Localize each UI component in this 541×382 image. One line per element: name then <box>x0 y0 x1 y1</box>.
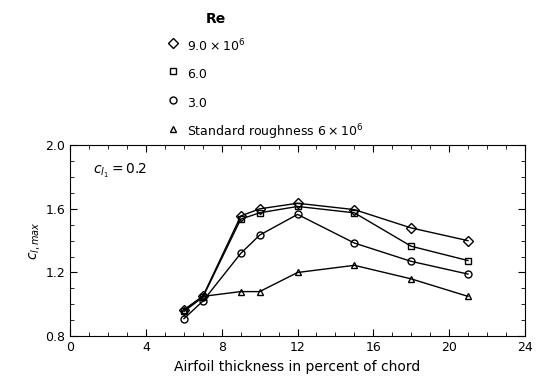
Standard roughness $6 \times 10^6$ <box>181 308 187 312</box>
Standard roughness $6 \times 10^6$ <box>294 270 301 275</box>
6.0 <box>237 217 244 222</box>
$9.0 \times 10^6$ <box>465 238 471 243</box>
3.0 <box>181 316 187 321</box>
3.0 <box>465 272 471 276</box>
6.0 <box>351 210 358 215</box>
Text: Re: Re <box>206 12 226 26</box>
Line: 3.0: 3.0 <box>181 211 471 322</box>
6.0 <box>200 295 206 299</box>
3.0 <box>237 251 244 256</box>
6.0 <box>408 244 414 249</box>
6.0 <box>465 258 471 263</box>
3.0 <box>294 212 301 217</box>
$9.0 \times 10^6$ <box>237 214 244 218</box>
Y-axis label: $c_{l,max}$: $c_{l,max}$ <box>28 222 43 260</box>
$9.0 \times 10^6$ <box>181 308 187 312</box>
Standard roughness $6 \times 10^6$ <box>351 263 358 268</box>
X-axis label: Airfoil thickness in percent of chord: Airfoil thickness in percent of chord <box>174 359 421 374</box>
Text: $9.0 \times 10^6$: $9.0 \times 10^6$ <box>187 37 245 54</box>
6.0 <box>256 210 263 215</box>
Line: Standard roughness $6 \times 10^6$: Standard roughness $6 \times 10^6$ <box>181 262 471 313</box>
Standard roughness $6 \times 10^6$ <box>256 289 263 294</box>
Line: 6.0: 6.0 <box>181 203 471 315</box>
3.0 <box>200 299 206 303</box>
3.0 <box>408 259 414 264</box>
$9.0 \times 10^6$ <box>351 207 358 212</box>
6.0 <box>181 309 187 314</box>
Text: $c_{l_1} = 0.2$: $c_{l_1} = 0.2$ <box>93 162 147 180</box>
$9.0 \times 10^6$ <box>200 294 206 299</box>
6.0 <box>294 204 301 209</box>
$9.0 \times 10^6$ <box>294 201 301 206</box>
$9.0 \times 10^6$ <box>408 226 414 230</box>
$9.0 \times 10^6$ <box>256 207 263 211</box>
Text: 3.0: 3.0 <box>187 97 207 110</box>
Text: 6.0: 6.0 <box>187 68 207 81</box>
Standard roughness $6 \times 10^6$ <box>408 277 414 281</box>
Standard roughness $6 \times 10^6$ <box>465 294 471 299</box>
Standard roughness $6 \times 10^6$ <box>200 294 206 299</box>
Standard roughness $6 \times 10^6$ <box>237 289 244 294</box>
3.0 <box>351 241 358 245</box>
Line: $9.0 \times 10^6$: $9.0 \times 10^6$ <box>181 200 471 313</box>
3.0 <box>256 233 263 237</box>
Text: Standard roughness $6 \times 10^6$: Standard roughness $6 \times 10^6$ <box>187 122 363 142</box>
